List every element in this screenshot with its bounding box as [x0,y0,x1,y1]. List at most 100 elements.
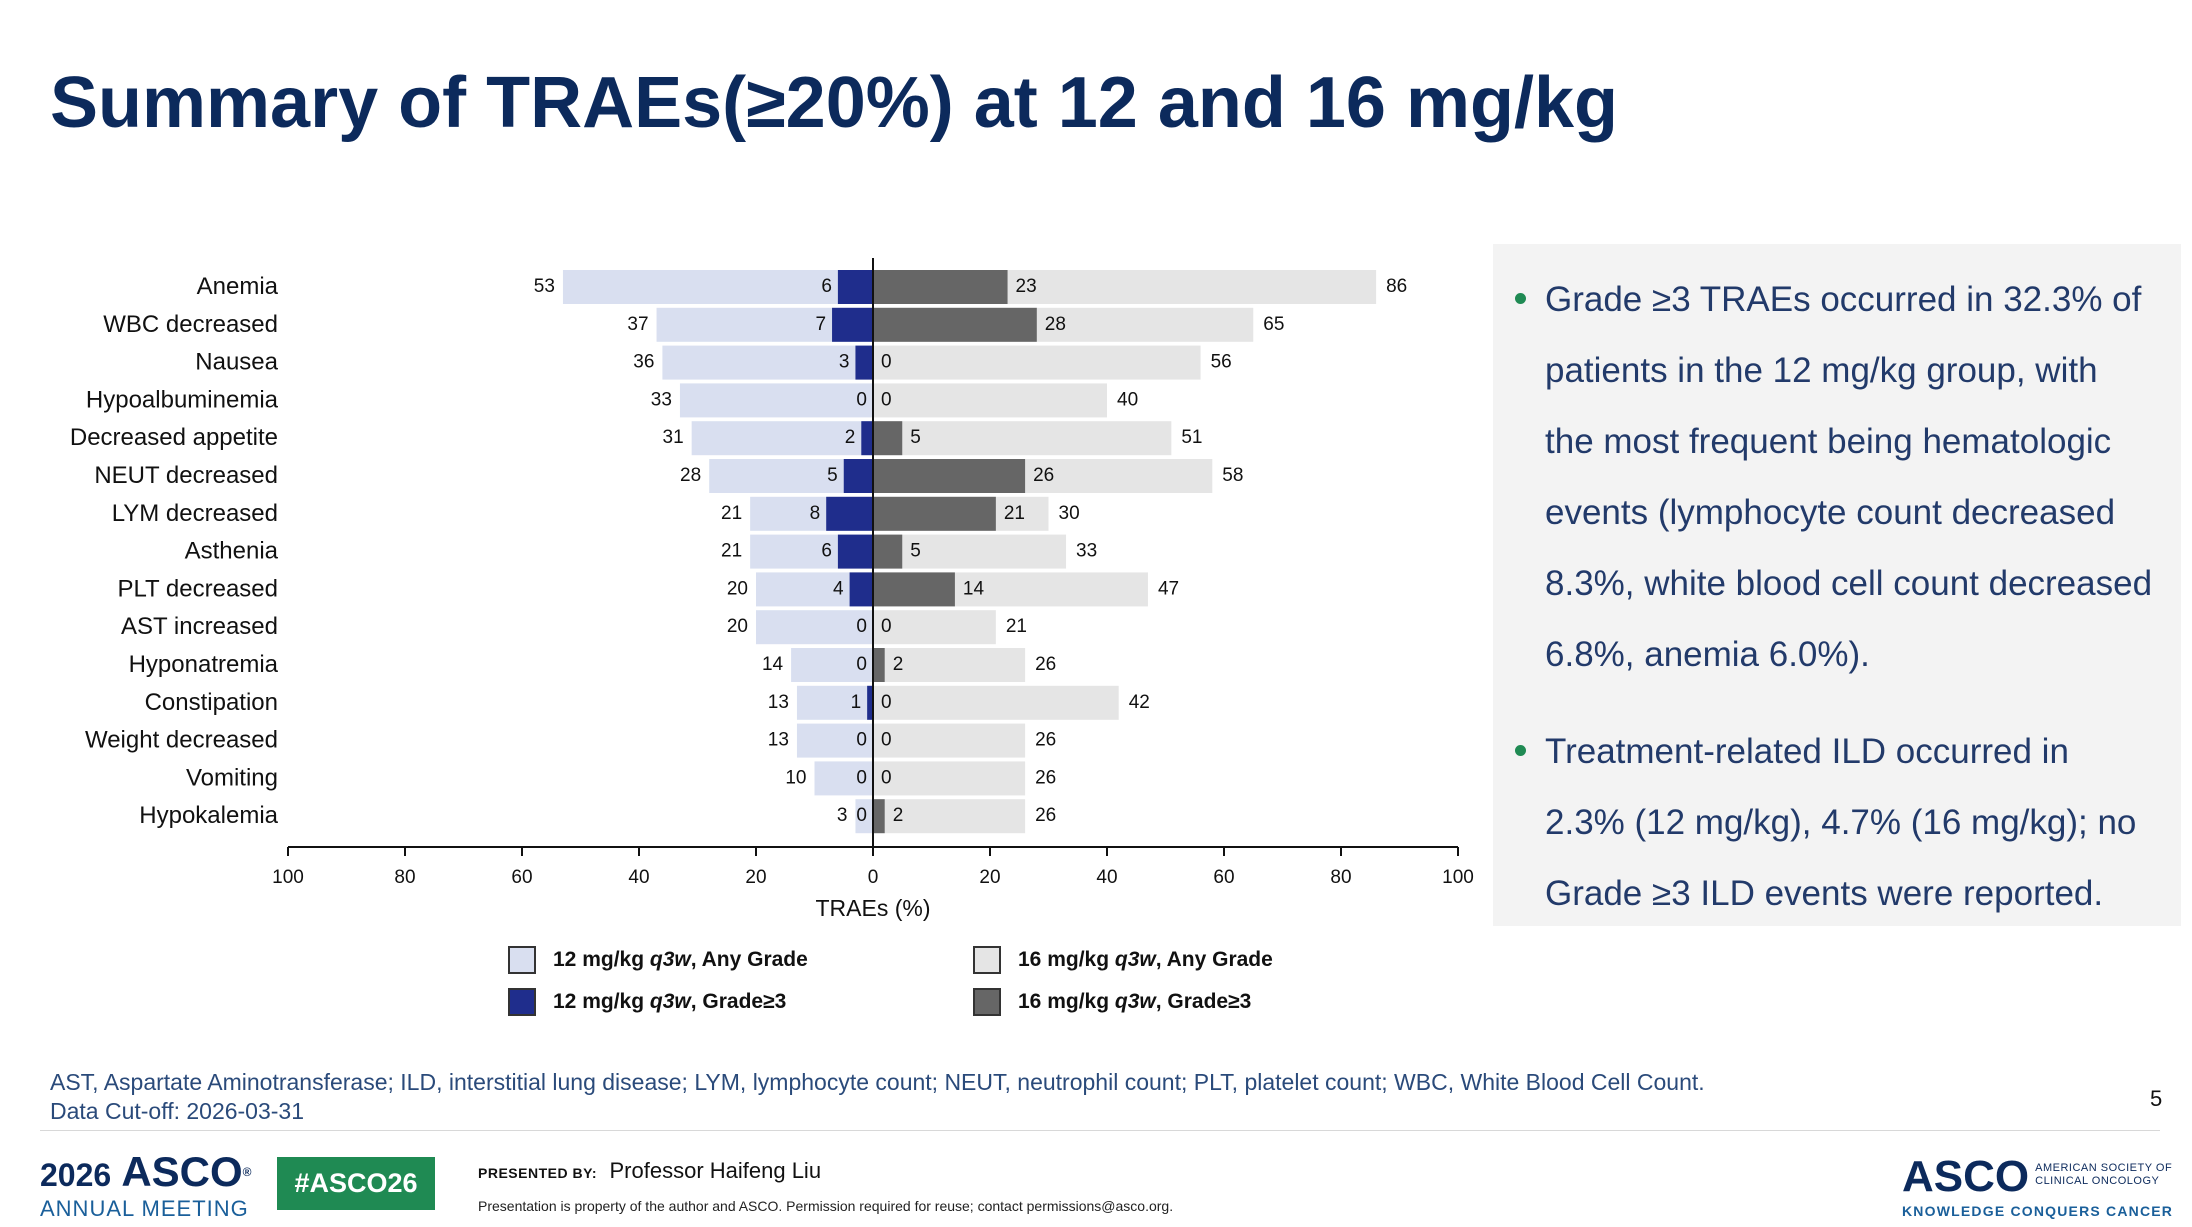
bullet-dot-icon [1515,745,1526,756]
abbreviations-note: AST, Aspartate Aminotransferase; ILD, in… [50,1069,1705,1095]
data-label-16mg-grade3: 26 [1033,465,1054,486]
x-tick-label: 60 [511,867,532,888]
meeting-brand: ASCO [121,1148,243,1195]
asco-organization-logo: ASCO AMERICAN SOCIETY OF CLINICAL ONCOLOGY… [1902,1152,2174,1220]
presenter-info: PRESENTED BY: Professor Haifeng Liu [478,1158,821,1184]
data-label-16mg-grade3: 5 [910,427,921,448]
data-label-12mg-any-grade: 20 [727,616,748,637]
bar-12mg-grade3 [867,685,873,720]
bar-16mg-grade3 [873,534,903,569]
org-logo: ASCO [1902,1152,2030,1201]
category-label: Hypoalbuminemia [86,386,279,413]
bar-12mg-any-grade [562,270,873,304]
bar-12mg-any-grade [679,383,873,418]
data-label-12mg-grade3: 5 [827,465,838,486]
bar-16mg-grade3 [873,459,1026,493]
data-label-16mg-any-grade: 47 [1158,578,1179,599]
category-label: Nausea [195,349,278,376]
bar-12mg-any-grade [756,610,873,645]
data-label-12mg-any-grade: 21 [721,541,742,562]
footer-divider [40,1130,2160,1131]
data-label-16mg-grade3: 0 [881,730,892,751]
category-label: WBC decreased [103,311,278,338]
x-tick-label: 60 [1213,867,1234,888]
bar-12mg-grade3 [843,459,873,493]
bar-16mg-any-grade [873,723,1026,758]
category-label: Vomiting [186,764,278,791]
bar-16mg-any-grade [873,421,1172,456]
data-label-12mg-grade3: 6 [821,541,832,562]
bar-16mg-any-grade [873,383,1107,418]
meeting-name: ANNUAL MEETING [40,1196,249,1221]
bar-16mg-any-grade [873,761,1026,796]
x-tick-label: 20 [979,867,1000,888]
data-label-12mg-any-grade: 37 [627,314,648,335]
data-label-12mg-any-grade: 31 [663,427,684,448]
data-label-16mg-grade3: 21 [1004,503,1025,524]
data-label-16mg-grade3: 2 [893,805,904,826]
data-cutoff-note: Data Cut-off: 2026-03-31 [50,1098,305,1124]
data-label-12mg-grade3: 7 [815,314,826,335]
bar-16mg-grade3 [873,648,885,682]
data-label-16mg-grade3: 0 [881,767,892,788]
data-label-12mg-any-grade: 33 [651,389,672,410]
bar-16mg-any-grade [873,799,1026,834]
data-label-16mg-any-grade: 40 [1117,389,1138,410]
data-label-16mg-grade3: 23 [1016,276,1037,297]
data-label-16mg-any-grade: 30 [1059,503,1080,524]
data-label-12mg-any-grade: 10 [785,767,806,788]
data-label-12mg-grade3: 3 [839,352,850,373]
data-label-12mg-any-grade: 13 [768,730,789,751]
category-label: Hypokalemia [139,802,278,829]
data-label-16mg-any-grade: 65 [1263,314,1284,335]
meeting-year: 2026 [40,1157,112,1193]
legend-item: 12 mg/kg q3w, Any Grade [508,946,808,974]
data-label-16mg-grade3: 0 [881,389,892,410]
data-label-16mg-any-grade: 21 [1006,616,1027,637]
data-label-16mg-any-grade: 26 [1035,654,1056,675]
category-label: PLT decreased [117,575,278,602]
key-findings-panel: Grade ≥3 TRAEs occurred in 32.3% of pati… [1493,244,2181,926]
bar-16mg-grade3 [873,572,955,607]
category-label: NEUT decreased [94,462,278,489]
bar-16mg-any-grade [873,345,1201,380]
legend-label: 12 mg/kg q3w, Grade≥3 [553,990,787,1013]
data-label-12mg-any-grade: 13 [768,692,789,713]
data-label-16mg-any-grade: 26 [1035,805,1056,826]
bar-16mg-any-grade [873,648,1026,682]
category-label: Asthenia [185,538,279,565]
legend-swatch [973,946,1001,974]
bar-16mg-grade3 [873,799,885,834]
bar-16mg-grade3 [873,496,996,531]
data-label-16mg-any-grade: 56 [1211,352,1232,373]
finding-bullet: Treatment-related ILD occurred in 2.3% (… [1515,716,2155,929]
data-label-16mg-any-grade: 58 [1222,465,1243,486]
page-number: 5 [2150,1086,2163,1111]
legend-label: 12 mg/kg q3w, Any Grade [553,948,808,971]
legend-swatch [973,988,1001,1016]
bar-12mg-any-grade [796,723,873,758]
data-label-12mg-grade3: 4 [833,578,844,599]
bar-12mg-grade3 [849,572,873,607]
data-label-16mg-grade3: 0 [881,352,892,373]
x-tick-label: 0 [868,867,879,888]
data-label-16mg-any-grade: 33 [1076,541,1097,562]
bar-12mg-any-grade [791,648,873,682]
data-label-16mg-grade3: 28 [1045,314,1066,335]
footnote: AST, Aspartate Aminotransferase; ILD, in… [50,1068,1705,1126]
x-tick-label: 20 [745,867,766,888]
org-tagline: KNOWLEDGE CONQUERS CANCER [1902,1203,2174,1219]
data-label-12mg-grade3: 0 [856,730,867,751]
data-label-12mg-grade3: 0 [856,654,867,675]
bar-16mg-grade3 [873,421,903,456]
category-label: Decreased appetite [70,424,278,451]
presented-by-label: PRESENTED BY: [478,1165,598,1181]
category-label: LYM decreased [112,500,278,527]
bar-12mg-grade3 [837,270,873,304]
legend-swatch [508,946,536,974]
x-tick-label: 80 [394,867,415,888]
bar-12mg-grade3 [832,307,873,342]
bar-16mg-any-grade [873,685,1119,720]
bar-12mg-any-grade [662,345,873,380]
